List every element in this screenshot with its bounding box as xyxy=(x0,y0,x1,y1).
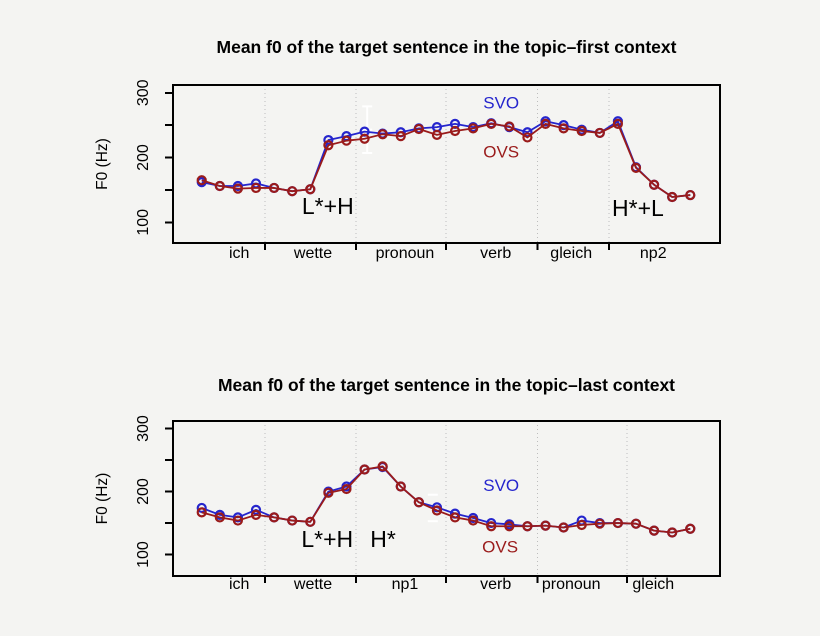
y-tick-label: 300 xyxy=(135,79,152,106)
ovs-point xyxy=(468,123,479,134)
y-axis-title: F0 (Hz) xyxy=(94,473,111,525)
ovs-point xyxy=(341,135,352,146)
ovs-point xyxy=(522,521,533,532)
ovs-point xyxy=(648,525,660,536)
ovs-point xyxy=(540,520,551,531)
svo-point xyxy=(522,127,533,138)
ovs-line xyxy=(201,122,691,198)
svo-series-label: SVO xyxy=(483,93,519,112)
ovs-line xyxy=(201,465,691,534)
ovs-point xyxy=(250,182,262,194)
x-category-label: wette xyxy=(293,245,332,262)
ovs-point xyxy=(395,131,406,142)
ovs-point xyxy=(449,512,461,523)
x-category-label: ich xyxy=(229,576,249,593)
ovs-point xyxy=(630,162,642,173)
ovs-point xyxy=(540,118,551,129)
ovs-point xyxy=(214,180,225,192)
ovs-point xyxy=(685,189,696,201)
x-category-label: gleich xyxy=(550,245,592,262)
ovs-point xyxy=(486,521,497,532)
x-category-label: verb xyxy=(480,245,511,262)
ovs-series-label: OVS xyxy=(482,538,518,557)
y-tick-label: 100 xyxy=(135,209,152,236)
ovs-series-label: OVS xyxy=(483,143,519,162)
ovs-point xyxy=(377,129,388,140)
ovs-point xyxy=(576,125,587,137)
ovs-point xyxy=(612,118,623,129)
svo-point xyxy=(323,134,334,146)
tone-annotation: L*+H xyxy=(302,193,354,219)
y-tick-label: 200 xyxy=(135,478,152,505)
ovs-point xyxy=(413,497,424,508)
y-tick-label: 200 xyxy=(135,144,152,171)
ovs-point xyxy=(431,505,443,516)
ovs-point xyxy=(594,518,605,529)
ovs-point xyxy=(594,127,605,139)
plot-border xyxy=(172,420,721,577)
ovs-point xyxy=(232,515,244,526)
x-category-label: pronoun xyxy=(542,576,601,593)
ovs-point xyxy=(287,515,298,526)
ovs-point xyxy=(576,519,587,531)
y-tick-label: 100 xyxy=(135,541,152,568)
x-category-label: verb xyxy=(480,576,511,593)
x-category-label: np1 xyxy=(392,576,419,593)
y-axis-title: F0 (Hz) xyxy=(94,138,111,190)
ovs-point xyxy=(468,515,479,526)
topic-last-chart: 100 200 300 ich wette np1 verb pronoun gleich SVO… xyxy=(94,375,721,593)
ovs-point xyxy=(558,522,569,533)
ovs-point xyxy=(630,518,642,529)
x-category-label: np2 xyxy=(640,245,667,262)
ovs-point xyxy=(395,481,406,492)
ovs-point xyxy=(667,191,678,203)
ovs-point xyxy=(323,487,334,498)
x-category-label: wette xyxy=(293,576,332,593)
ovs-point xyxy=(667,527,678,538)
x-category-label: ich xyxy=(229,245,249,262)
ovs-point xyxy=(449,125,461,137)
svo-point xyxy=(196,502,207,514)
ovs-point xyxy=(431,129,443,140)
x-category-label: pronoun xyxy=(376,245,435,262)
ovs-point xyxy=(648,179,660,190)
ovs-point xyxy=(214,512,225,523)
ovs-point xyxy=(287,186,298,197)
x-category-label: gleich xyxy=(632,576,674,593)
ovs-point xyxy=(359,133,370,144)
ovs-point xyxy=(558,123,569,134)
chart-title: Mean f0 of the target sentence in the to… xyxy=(217,37,677,57)
y-tick-label: 300 xyxy=(135,415,152,442)
ovs-point xyxy=(305,184,316,195)
ovs-point xyxy=(268,182,280,194)
ovs-point xyxy=(232,183,244,194)
ovs-point xyxy=(504,521,515,532)
ovs-point xyxy=(522,132,533,143)
tone-annotation: L*+H xyxy=(301,526,353,552)
ovs-point xyxy=(486,118,497,129)
topic-first-chart: 100 200 300 ich wette pronoun verb gleich np2 SVO… xyxy=(94,37,721,262)
ovs-point xyxy=(413,123,424,135)
ovs-point xyxy=(377,461,388,472)
ovs-point xyxy=(685,523,696,534)
tone-annotation: H* xyxy=(370,526,396,552)
ovs-point xyxy=(305,516,316,527)
svo-series-label: SVO xyxy=(483,476,519,495)
ovs-point xyxy=(612,517,623,529)
ovs-point xyxy=(359,464,370,475)
ovs-point xyxy=(196,507,207,518)
ovs-point xyxy=(196,175,207,186)
ovs-point xyxy=(341,483,352,495)
ovs-point xyxy=(504,121,515,132)
ovs-point xyxy=(323,140,334,151)
ovs-point xyxy=(250,509,262,520)
svo-point xyxy=(250,504,262,515)
chart-title: Mean f0 of the target sentence in the to… xyxy=(218,375,675,395)
tone-annotation: H*+L xyxy=(612,195,664,221)
ovs-point xyxy=(268,512,280,523)
